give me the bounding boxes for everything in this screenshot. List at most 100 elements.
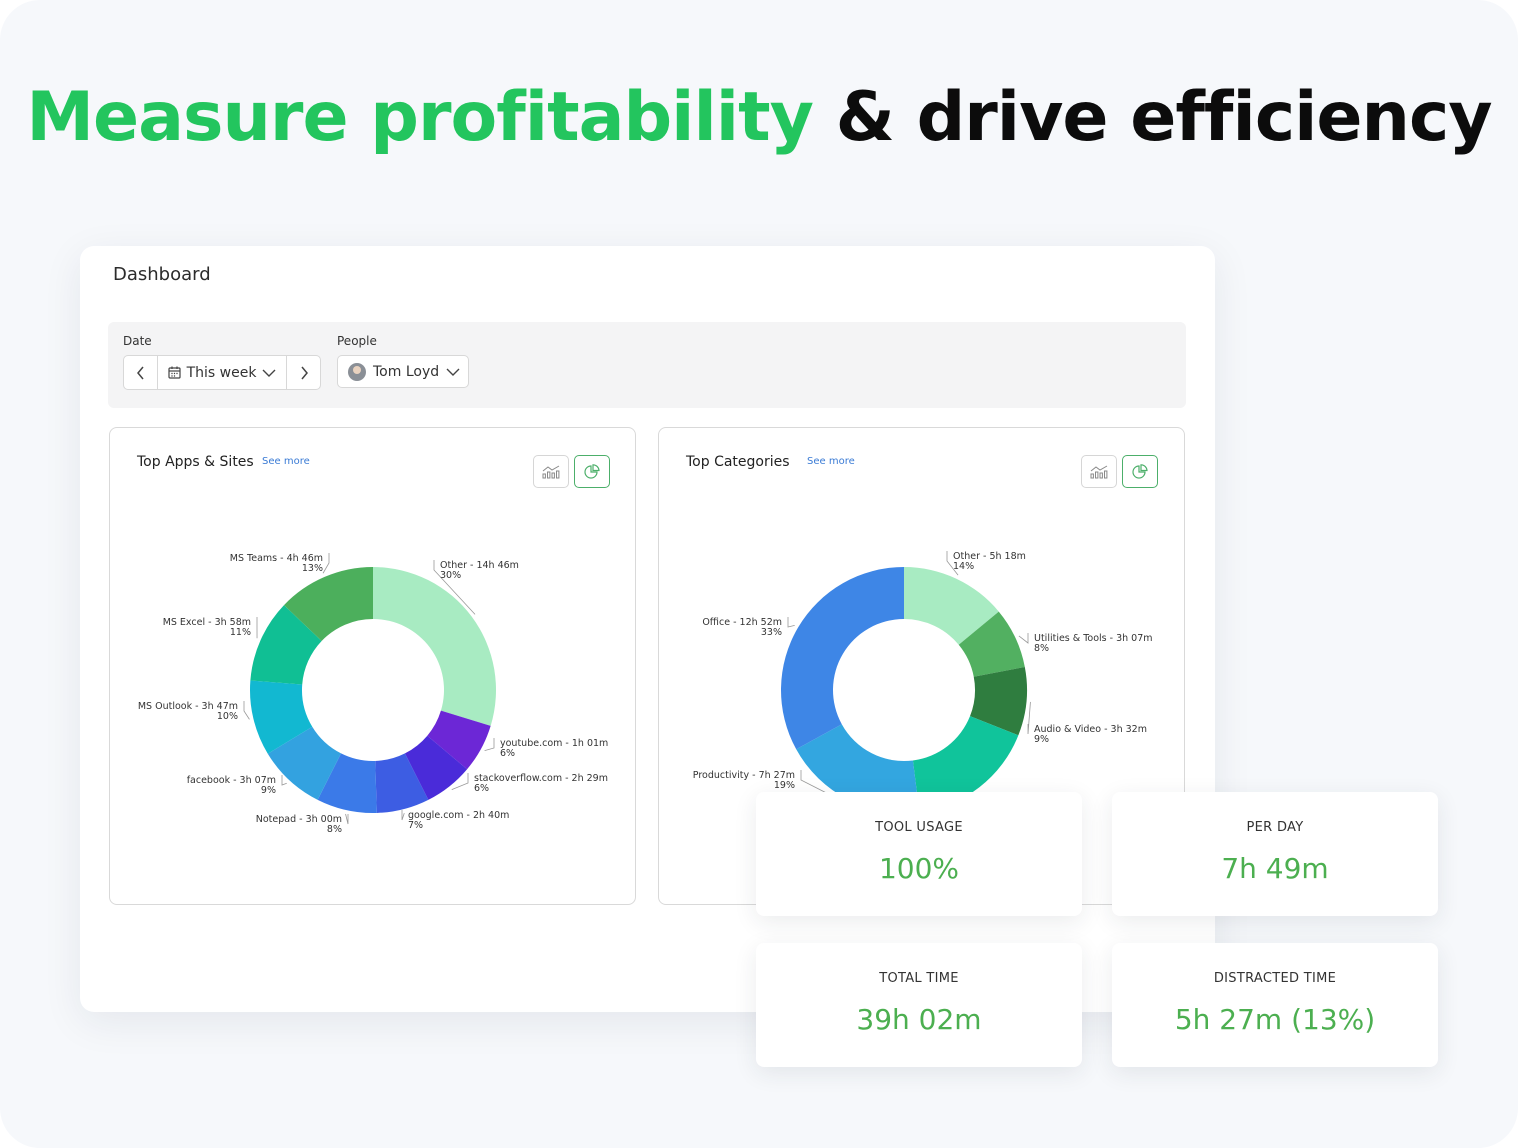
label-leader-line: [243, 701, 250, 720]
donut-slice-facebook[interactable]: [267, 726, 342, 800]
people-label: People: [337, 334, 377, 348]
slice-label-office: Office - 12h 52m: [702, 617, 782, 628]
donut-slice-unlabeled[interactable]: [912, 716, 1019, 813]
stat-value: 7h 49m: [1221, 852, 1329, 885]
slice-label-ms-teams: MS Teams - 4h 46m: [230, 553, 323, 564]
label-leader-line: [451, 773, 469, 791]
stat-label: TOTAL TIME: [879, 971, 959, 986]
slice-percent-stackoverflow-com: 6%: [474, 783, 489, 794]
dashboard-panel: Dashboard Date This week: [80, 246, 1215, 1012]
pie-chart-view-button[interactable]: [1122, 455, 1158, 488]
avatar: [348, 362, 366, 381]
slice-percent-audio-video: 9%: [1034, 734, 1049, 745]
date-selector: This week: [123, 355, 321, 390]
bar-chart-view-button[interactable]: [1081, 455, 1117, 488]
donut-slice-google-com[interactable]: [375, 753, 429, 813]
slice-percent-ms-excel: 11%: [230, 627, 251, 638]
slice-percent-utilities-tools: 8%: [1034, 643, 1049, 654]
bar-chart-icon: [542, 465, 560, 478]
slice-label-notepad: Notepad - 3h 00m: [256, 814, 342, 825]
slice-label-facebook: facebook - 3h 07m: [187, 775, 276, 786]
slice-percent-youtube-com: 6%: [500, 748, 515, 759]
headline: Measure profitability & drive efficiency: [0, 78, 1518, 157]
calendar-icon: [167, 366, 181, 379]
donut-slice-other[interactable]: [904, 567, 999, 645]
label-leader-line: [946, 551, 959, 576]
stat-label: DISTRACTED TIME: [1213, 971, 1337, 986]
label-leader-line: [345, 813, 349, 825]
stat-label: PER DAY: [1246, 820, 1304, 835]
stat-card-total-time: TOTAL TIME 39h 02m: [756, 943, 1082, 1067]
stat-label: TOOL USAGE: [875, 820, 963, 835]
page-title: Dashboard: [113, 264, 211, 285]
pie-chart-icon: [584, 463, 600, 479]
donut-slice-youtube-com[interactable]: [427, 710, 491, 770]
donut-slice-ms-excel[interactable]: [250, 605, 322, 685]
donut-slice-notepad[interactable]: [317, 753, 377, 813]
stat-value: 100%: [878, 852, 960, 885]
stat-value: 5h 27m (13%): [1174, 1003, 1376, 1036]
see-more-link[interactable]: See more: [807, 456, 855, 467]
slice-label-other: Other - 5h 18m: [953, 551, 1026, 562]
label-leader-line: [787, 617, 795, 628]
stat-value: 39h 02m: [856, 1003, 982, 1036]
headline-highlight: Measure profitability: [26, 78, 814, 157]
prev-week-button[interactable]: [124, 356, 157, 389]
label-leader-line: [1027, 701, 1031, 735]
slice-label-productivity: Productivity - 7h 27m: [693, 770, 795, 781]
label-leader-line: [322, 553, 330, 574]
chevron-right-icon: [300, 366, 308, 379]
label-leader-line: [433, 560, 476, 615]
slice-label-utilities-tools: Utilities & Tools - 3h 07m: [1034, 633, 1153, 644]
slice-label-youtube-com: youtube.com - 1h 01m: [500, 738, 608, 749]
donut-slice-audio-video[interactable]: [970, 666, 1027, 736]
slice-percent-ms-outlook: 10%: [217, 711, 238, 722]
donut-slice-stackoverflow-com[interactable]: [404, 735, 468, 800]
donut-slice-utilities-tools[interactable]: [958, 611, 1025, 677]
card-title: Top Categories: [686, 454, 790, 470]
slice-percent-notepad: 8%: [327, 824, 342, 835]
stat-card-distracted-time: DISTRACTED TIME 5h 27m (13%): [1112, 943, 1438, 1067]
pie-chart-icon: [1132, 463, 1148, 479]
label-leader-line: [484, 738, 495, 752]
slice-percent-other: 14%: [953, 561, 974, 572]
bar-chart-icon: [1090, 465, 1108, 478]
slice-percent-office: 33%: [761, 627, 782, 638]
slice-label-ms-excel: MS Excel - 3h 58m: [163, 617, 251, 628]
people-value: Tom Loyd: [373, 363, 440, 380]
stat-card-per-day: PER DAY 7h 49m: [1112, 792, 1438, 916]
date-dropdown[interactable]: This week: [157, 356, 287, 389]
top-apps-card: Other - 14h 46m 30% youtube.com - 1h 01m 6%…: [109, 427, 636, 905]
slice-label-audio-video: Audio & Video - 3h 32m: [1034, 724, 1147, 735]
chevron-down-icon: [446, 368, 460, 376]
people-dropdown[interactable]: Tom Loyd: [337, 355, 469, 388]
label-leader-line: [1018, 633, 1029, 644]
label-leader-line: [401, 810, 405, 821]
headline-rest: & drive efficiency: [835, 78, 1493, 157]
slice-percent-productivity: 19%: [774, 780, 795, 791]
slice-label-ms-outlook: MS Outlook - 3h 47m: [138, 701, 238, 712]
donut-slice-other[interactable]: [373, 567, 496, 726]
pie-chart-view-button[interactable]: [574, 455, 610, 488]
bar-chart-view-button[interactable]: [533, 455, 569, 488]
see-more-link[interactable]: See more: [262, 456, 310, 467]
donut-slice-office[interactable]: [781, 567, 904, 750]
slice-percent-other: 30%: [440, 570, 461, 581]
slice-percent-google-com: 7%: [408, 820, 423, 831]
donut-slice-productivity[interactable]: [796, 724, 920, 813]
date-label: Date: [123, 334, 152, 348]
donut-slice-ms-teams[interactable]: [284, 567, 373, 641]
label-leader-line: [281, 775, 287, 786]
filter-bar: Date This week People: [108, 322, 1186, 408]
slice-label-stackoverflow-com: stackoverflow.com - 2h 29m: [474, 773, 608, 784]
stat-card-tool-usage: TOOL USAGE 100%: [756, 792, 1082, 916]
donut-slice-ms-outlook[interactable]: [250, 680, 313, 754]
chevron-left-icon: [136, 366, 144, 379]
slice-label-other: Other - 14h 46m: [440, 560, 519, 571]
next-week-button[interactable]: [287, 356, 320, 389]
chevron-down-icon: [262, 369, 276, 377]
date-value: This week: [186, 364, 257, 381]
slice-label-google-com: google.com - 2h 40m: [408, 810, 509, 821]
